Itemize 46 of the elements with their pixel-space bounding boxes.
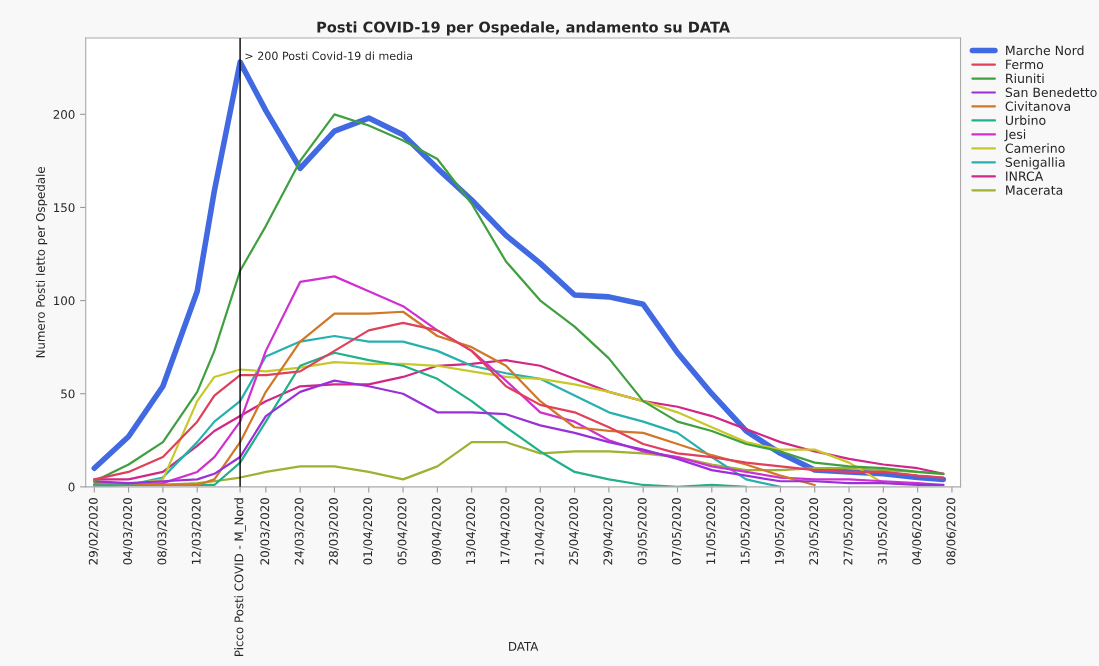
ref-line-label: > 200 Posti Covid-19 di media — [245, 51, 413, 61]
x-tick-label: 29/04/2020 — [603, 498, 614, 565]
chart-title: Posti COVID-19 per Ospedale, andamento su DATA — [317, 21, 731, 36]
x-tick-label: 24/03/2020 — [294, 498, 305, 565]
x-tick-label: 04/06/2020 — [912, 498, 922, 565]
legend-label: Jesi — [1004, 129, 1026, 142]
x-tick-label: 31/05/2020 — [877, 498, 888, 565]
x-tick-label: Picco Posti COVID - M_Nord — [234, 498, 246, 656]
x-tick-label: 27/05/2020 — [843, 498, 854, 565]
legend-label: Civitanova — [1005, 101, 1071, 112]
x-tick-label: 08/03/2020 — [157, 498, 168, 565]
x-tick-label: 04/03/2020 — [123, 498, 133, 565]
x-tick-label: 08/06/2020 — [946, 498, 957, 565]
x-axis-title: DATA — [509, 642, 539, 651]
legend-label: Camerino — [1005, 143, 1065, 153]
x-tick-label: 12/03/2020 — [191, 498, 202, 565]
y-tick-label: 100 — [54, 296, 75, 306]
x-tick-label: 05/04/2020 — [397, 498, 408, 565]
legend-label: Senigallia — [1005, 157, 1065, 170]
x-tick-label: 01/04/2020 — [363, 498, 374, 565]
x-tick-label: 21/04/2020 — [534, 498, 545, 565]
x-tick-label: 03/05/2020 — [637, 498, 648, 565]
legend-label: Riuniti — [1006, 73, 1044, 84]
x-tick-label: 07/05/2020 — [672, 498, 682, 565]
x-tick-label: 23/05/2020 — [809, 498, 820, 565]
x-tick-label: 09/04/2020 — [431, 498, 442, 565]
x-tick-label: 25/04/2020 — [569, 498, 579, 565]
legend-label: INRCA — [1006, 171, 1044, 181]
legend-label: Macerata — [1006, 185, 1063, 195]
legend-label: Urbino — [1005, 115, 1046, 125]
y-axis-title: Numero Posti letto per Ospedale — [35, 167, 48, 358]
y-tick-label: 50 — [61, 389, 75, 399]
x-tick-label: 17/04/2020 — [500, 498, 511, 565]
y-tick-label: 200 — [53, 110, 75, 119]
y-tick-label: 0 — [68, 482, 75, 492]
legend-label: Marche Nord — [1006, 45, 1084, 56]
legend-label: San Benedetto — [1005, 87, 1097, 98]
x-tick-label: 29/02/2020 — [88, 498, 99, 565]
x-tick-label: 15/05/2020 — [740, 498, 751, 565]
legend-label: Fermo — [1006, 59, 1044, 70]
y-tick-label: 150 — [54, 203, 75, 213]
x-tick-label: 28/03/2020 — [328, 498, 339, 565]
x-tick-label: 11/05/2020 — [706, 498, 717, 565]
x-tick-label: 13/04/2020 — [466, 498, 477, 565]
x-tick-label: 19/05/2020 — [774, 498, 785, 565]
x-tick-label: 20/03/2020 — [260, 498, 271, 565]
